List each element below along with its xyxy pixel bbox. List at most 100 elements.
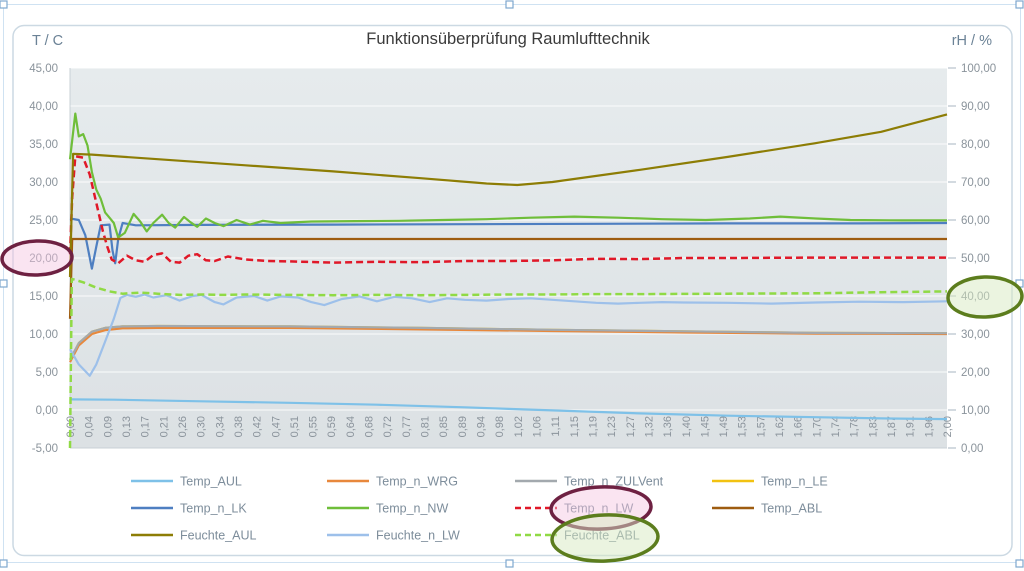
- legend-label: Temp_n_ZULVent: [564, 475, 664, 489]
- legend-item-temp_abl[interactable]: Temp_ABL: [712, 502, 822, 516]
- left-axis-label: 15,00: [29, 291, 58, 303]
- x-axis-label: 1,66: [793, 416, 805, 437]
- selection-handle[interactable]: [0, 279, 8, 288]
- legend-label: Temp_n_LK: [180, 502, 247, 516]
- gridlines: [69, 67, 947, 449]
- x-axis-label: 1,15: [569, 416, 581, 437]
- legend-label: Temp_n_LE: [761, 475, 828, 489]
- x-axis-label: 1,19: [587, 416, 599, 437]
- x-axis-label: 1,83: [867, 416, 879, 437]
- x-axis-label: 0,30: [196, 416, 208, 437]
- data-series: [68, 112, 948, 449]
- legend-item-temp_n_zulvent[interactable]: Temp_n_ZULVent: [515, 475, 664, 489]
- series-line-feuchte_aul[interactable]: [68, 113, 948, 278]
- series-line-temp_n_wrg[interactable]: [69, 326, 948, 363]
- legend-item-temp_aul[interactable]: Temp_AUL: [131, 475, 242, 489]
- x-axis-label: 0,26: [177, 416, 189, 437]
- x-axis-label: 1,70: [811, 416, 823, 437]
- left-axis-label: 20,00: [29, 253, 58, 265]
- legend-label: Feuchte_n_LW: [376, 529, 460, 543]
- x-axis-label: 1,23: [606, 416, 618, 437]
- left-axis-label: 35,00: [29, 139, 58, 151]
- x-axis-label: 0,38: [233, 416, 245, 437]
- selection-handle[interactable]: [505, 559, 514, 568]
- left-axis-label: 0,00: [36, 405, 58, 417]
- x-axis-label: 1,36: [662, 416, 674, 437]
- x-axis-label: 1,87: [886, 416, 898, 437]
- x-axis-label: 0,55: [308, 416, 320, 437]
- x-axis-label: 0,34: [214, 416, 226, 437]
- x-axis-label: 0,89: [457, 416, 469, 437]
- x-axis-label: 0,98: [494, 416, 506, 437]
- selection-handle[interactable]: [505, 0, 514, 9]
- selection-handle[interactable]: [0, 0, 8, 9]
- x-axis-label: 1,02: [513, 416, 525, 437]
- legend-item-feuchte_aul[interactable]: Feuchte_AUL: [131, 529, 256, 543]
- x-axis-label: 1,45: [699, 416, 711, 437]
- right-axis-label: 0,00: [961, 443, 983, 455]
- right-axis-label: 30,00: [961, 329, 990, 341]
- legend-label: Temp_n_LW: [564, 502, 633, 516]
- x-axis-label: 0,59: [326, 416, 338, 437]
- right-axis-label: 20,00: [961, 367, 990, 379]
- x-axis-label: 1,78: [849, 416, 861, 437]
- left-axis-label: 10,00: [29, 329, 58, 341]
- series-line-temp_n_zulvent[interactable]: [69, 324, 948, 361]
- legend-feuchte-abl-ellipse[interactable]: [550, 513, 660, 563]
- x-axis-label: 1,27: [625, 416, 637, 437]
- x-axis-label: 0,47: [270, 416, 282, 437]
- x-axis-label: 0,09: [102, 416, 114, 437]
- left-axis-label: -5,00: [32, 443, 58, 455]
- x-axis-label: 1,96: [923, 416, 935, 437]
- left-axis-title[interactable]: T / C: [32, 33, 63, 49]
- series-line-temp_n_lw[interactable]: [68, 154, 947, 265]
- x-axis-label: 1,53: [737, 416, 749, 437]
- left-axis-label: 25,00: [29, 215, 58, 227]
- selection-handle[interactable]: [1015, 559, 1024, 568]
- x-axis-label: 0,17: [140, 416, 152, 437]
- series-line-temp_n_nw[interactable]: [68, 112, 947, 239]
- legend-label: Temp_AUL: [180, 475, 242, 489]
- right-axis-label: 100,00: [961, 63, 996, 75]
- legend-item-temp_n_nw[interactable]: Temp_n_NW: [327, 502, 448, 516]
- hand-drawn-annotations: [0, 239, 1024, 563]
- x-axis-label: 1,57: [755, 416, 767, 437]
- right-axis-title[interactable]: rH / %: [952, 33, 992, 49]
- x-axis-label: 0,94: [476, 416, 488, 437]
- legend-label: Feuchte_AUL: [180, 529, 256, 543]
- series-line-temp_aul[interactable]: [69, 398, 948, 421]
- selection-handle[interactable]: [0, 559, 8, 568]
- right-axis-label: 10,00: [961, 405, 990, 417]
- legend-item-temp_n_wrg[interactable]: Temp_n_WRG: [327, 475, 458, 489]
- x-axis-label: 1,32: [643, 416, 655, 437]
- x-axis-label: 1,11: [550, 416, 562, 437]
- right-axis-label: 90,00: [961, 101, 990, 113]
- legend-label: Temp_n_NW: [376, 502, 448, 516]
- x-axis-label: 1,91: [905, 416, 917, 437]
- right-axis-label: 50,00: [961, 253, 990, 265]
- x-axis-label: 0,81: [420, 416, 432, 437]
- x-axis-label: 0,51: [289, 416, 301, 437]
- x-axis-label: 0,85: [438, 416, 450, 437]
- legend-label: Temp_n_WRG: [376, 475, 458, 489]
- left-axis-20-ellipse[interactable]: [0, 239, 74, 277]
- x-axis-label: 0,04: [84, 416, 96, 437]
- legend-item-temp_n_lk[interactable]: Temp_n_LK: [131, 502, 247, 516]
- selection-handle[interactable]: [1015, 0, 1024, 9]
- right-axis-label: 70,00: [961, 177, 990, 189]
- x-axis-label: 0,00: [65, 416, 77, 437]
- chart-title[interactable]: Funktionsüberprüfung Raumlufttechnik: [366, 30, 650, 48]
- legend-item-temp_n_le[interactable]: Temp_n_LE: [712, 475, 828, 489]
- x-axis-label: 0,64: [345, 416, 357, 437]
- right-axis-label: 80,00: [961, 139, 990, 151]
- x-axis-label: 0,42: [252, 416, 264, 437]
- right-axis-40-ellipse[interactable]: [946, 275, 1024, 319]
- x-axis-label: 0,21: [158, 416, 170, 437]
- series-line-feuchte_abl[interactable]: [68, 277, 948, 449]
- legend-label: Temp_ABL: [761, 502, 822, 516]
- x-axis-label: 2,00: [942, 416, 954, 437]
- legend-item-feuchte_n_lw[interactable]: Feuchte_n_LW: [327, 529, 460, 543]
- x-axis-label: 0,77: [401, 416, 413, 437]
- series-line-feuchte_n_lw[interactable]: [69, 293, 948, 377]
